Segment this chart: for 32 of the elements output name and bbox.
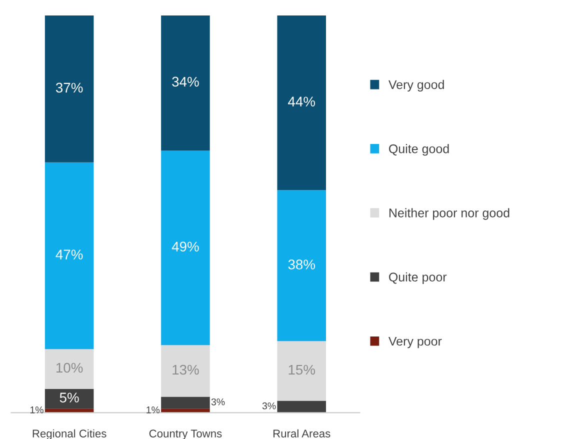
bar bbox=[277, 15, 326, 190]
bar bbox=[277, 341, 326, 401]
bar bbox=[161, 15, 210, 150]
data-label: 44% bbox=[288, 96, 316, 106]
legend-label: Very poor bbox=[388, 336, 442, 348]
data-label: 37% bbox=[56, 82, 83, 93]
data-label: 38% bbox=[288, 260, 316, 270]
bar bbox=[277, 400, 326, 413]
data-label: 15% bbox=[288, 364, 316, 375]
data-label: 3% bbox=[211, 398, 225, 406]
bar bbox=[161, 396, 210, 409]
data-label: 10% bbox=[56, 362, 83, 373]
legend-label: Quite good bbox=[389, 144, 449, 156]
legend-label: Quite poor bbox=[389, 272, 447, 284]
bar bbox=[44, 162, 94, 350]
data-label: 49% bbox=[172, 242, 199, 252]
data-label: 1% bbox=[146, 406, 160, 414]
bar bbox=[277, 190, 326, 342]
legend-label: Very good bbox=[388, 80, 444, 92]
bar bbox=[161, 150, 210, 346]
data-label: 34% bbox=[172, 76, 199, 87]
data-label: 3% bbox=[262, 402, 276, 410]
bar bbox=[44, 388, 94, 409]
bar bbox=[44, 15, 94, 162]
data-label: 1% bbox=[30, 406, 44, 414]
x-tick-label: Rural Areas bbox=[273, 429, 330, 438]
bar bbox=[161, 345, 210, 397]
bar bbox=[44, 349, 94, 389]
data-label: 5% bbox=[60, 392, 79, 402]
data-label: 13% bbox=[172, 364, 199, 375]
data-label: 47% bbox=[56, 250, 83, 260]
legend-label: Neither poor nor good bbox=[389, 208, 510, 220]
